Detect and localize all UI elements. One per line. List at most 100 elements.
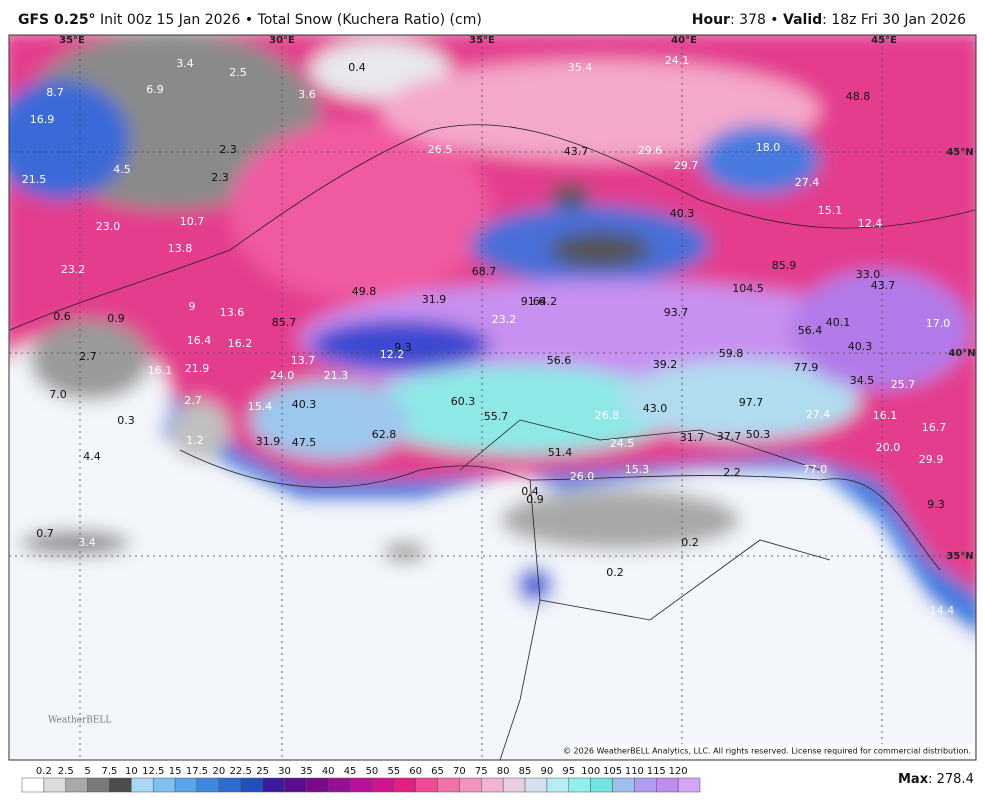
snow-total-label: 13.8 xyxy=(168,242,193,255)
borders xyxy=(9,124,976,760)
description: Init 00z 15 Jan 2026 • Total Snow (Kuche… xyxy=(100,12,482,28)
colorbar-label: 105 xyxy=(603,766,622,777)
colorbar-label: 7.5 xyxy=(102,766,118,777)
snow-total-label: 97.7 xyxy=(739,396,764,409)
snow-total-label: 56.4 xyxy=(798,324,823,337)
snow-total-label: 0.9 xyxy=(526,493,544,506)
snow-total-label: 0.2 xyxy=(681,536,699,549)
snow-total-label: 2.5 xyxy=(229,66,247,79)
snow-total-label: 21.9 xyxy=(185,362,210,375)
snow-total-label: 6.9 xyxy=(146,83,164,96)
colorbar: 0.2 2.5 5 7.5 10 12.5 15 17.5 20 22.5 25 30 35 40 45 50… xyxy=(21,766,701,793)
grid-label: 40°N xyxy=(948,348,975,359)
snow-total-label: 2.3 xyxy=(219,143,237,156)
valid: : 18z Fri 30 Jan 2026 xyxy=(822,12,966,28)
snow-total-label: 2.2 xyxy=(723,466,741,479)
snow-total-label: 9.3 xyxy=(394,341,412,354)
snow-total-label: 62.8 xyxy=(372,428,397,441)
colorbar-swatch xyxy=(502,777,526,793)
graticule xyxy=(9,35,976,760)
snow-total-label: 40.3 xyxy=(670,207,695,220)
max: Max: 278.4 xyxy=(898,772,974,787)
grid-label: 30°E xyxy=(269,35,295,46)
colorbar-swatch xyxy=(393,777,416,793)
snow-total-label: 9.3 xyxy=(927,498,945,511)
snow-total-label: 21.3 xyxy=(324,369,349,382)
colorbar-label: 20 xyxy=(212,766,225,777)
copyright-bg xyxy=(572,744,974,758)
snow-total-label: 31.9 xyxy=(422,293,447,306)
colorbar-swatch xyxy=(524,777,548,793)
snow-total-label: 56.6 xyxy=(547,354,572,367)
snow-total-label: 15.4 xyxy=(248,400,273,413)
snow-total-label: 3.4 xyxy=(78,536,96,549)
snow-total-label: 16.2 xyxy=(228,337,253,350)
snow-total-label: 77.0 xyxy=(803,463,828,476)
colorbar-label: 30 xyxy=(278,766,291,777)
snow-total-label: 29.6 xyxy=(638,144,663,157)
colorbar-swatch xyxy=(131,777,154,793)
snow-total-label: 68.7 xyxy=(472,265,497,278)
colorbar-swatch xyxy=(152,777,176,793)
colorbar-label: 25 xyxy=(256,766,269,777)
colorbar-label: 12.5 xyxy=(142,766,164,777)
colorbar-swatch xyxy=(371,777,395,793)
snow-total-label: 24.0 xyxy=(270,369,295,382)
header-right: Hour: 378 • Valid: 18z Fri 30 Jan 2026 xyxy=(692,12,966,28)
labels: 35°E 30°E 35°E 40°E 45°E 45°N 40°N 35°N 8.7 3.4 2.… xyxy=(22,35,976,617)
colorbar-swatch xyxy=(262,777,285,793)
snow-total-label: 24.1 xyxy=(665,54,690,67)
snow-total-label: 60.3 xyxy=(451,395,476,408)
colorbar-swatch xyxy=(481,777,504,793)
grid-label: 35°E xyxy=(469,35,495,46)
snow-total-label: 23.2 xyxy=(492,313,517,326)
max-value: : 278.4 xyxy=(928,772,974,787)
snow-total-label: 26.0 xyxy=(570,470,595,483)
colorbar-label: 15 xyxy=(169,766,182,777)
colorbar-label: 110 xyxy=(625,766,644,777)
colorbar-label: 17.5 xyxy=(186,766,208,777)
snow-total-label: 31.9 xyxy=(256,435,281,448)
colorbar-label: 115 xyxy=(647,766,666,777)
colorbar-label: 55 xyxy=(387,766,400,777)
colorbar-swatch xyxy=(349,777,373,793)
max-label: Max xyxy=(898,772,929,787)
snow-total-label: 0.9 xyxy=(107,312,125,325)
grid-label: 45°N xyxy=(946,147,973,158)
grid-label: 35°N xyxy=(946,551,973,562)
snow-total-label: 29.7 xyxy=(674,159,699,172)
snow-total-label: 16.7 xyxy=(922,421,947,434)
snow-total-label: 0.7 xyxy=(36,527,54,540)
snow-total-label: 34.5 xyxy=(850,374,875,387)
colorbar-swatch xyxy=(634,777,657,793)
colorbar-swatch xyxy=(174,777,198,793)
snow-total-label: 43.7 xyxy=(871,279,896,292)
snow-total-label: 0.4 xyxy=(348,61,366,74)
colorbar-swatch xyxy=(65,777,88,793)
colorbar-swatch xyxy=(196,777,220,793)
colorbar-swatch xyxy=(546,777,570,793)
snow-total-label: 77.9 xyxy=(794,361,819,374)
snow-total-label: 64.2 xyxy=(533,295,558,308)
map-field: 35°E 30°E 35°E 40°E 45°E 45°N 40°N 35°N 8.7 3.4 2.… xyxy=(9,35,976,760)
map-frame xyxy=(8,34,977,761)
grid-label: 35°E xyxy=(59,35,85,46)
colorbar-swatch xyxy=(21,777,45,793)
model: GFS 0.25° xyxy=(18,12,96,28)
colorbar-swatch xyxy=(459,777,482,793)
colorbar-label: 45 xyxy=(344,766,357,777)
colorbar-swatch xyxy=(87,777,110,793)
snow-total-label: 25.7 xyxy=(891,378,916,391)
snow-total-label: 39.2 xyxy=(653,358,678,371)
snow-total-label: 14.4 xyxy=(930,604,955,617)
snow-total-label: 16.4 xyxy=(187,334,212,347)
colorbar-label: 75 xyxy=(475,766,488,777)
logo: WeatherBELL xyxy=(48,716,111,726)
snow-total-label: 3.6 xyxy=(298,88,316,101)
snow-total-label: 15.1 xyxy=(818,204,843,217)
hour: : 378 • xyxy=(729,12,784,28)
colorbar-swatch xyxy=(437,777,460,793)
snow-total-label: 35.4 xyxy=(568,61,593,74)
snow-total-label: 10.7 xyxy=(180,215,205,228)
snow-total-label: 1.2 xyxy=(186,434,204,447)
